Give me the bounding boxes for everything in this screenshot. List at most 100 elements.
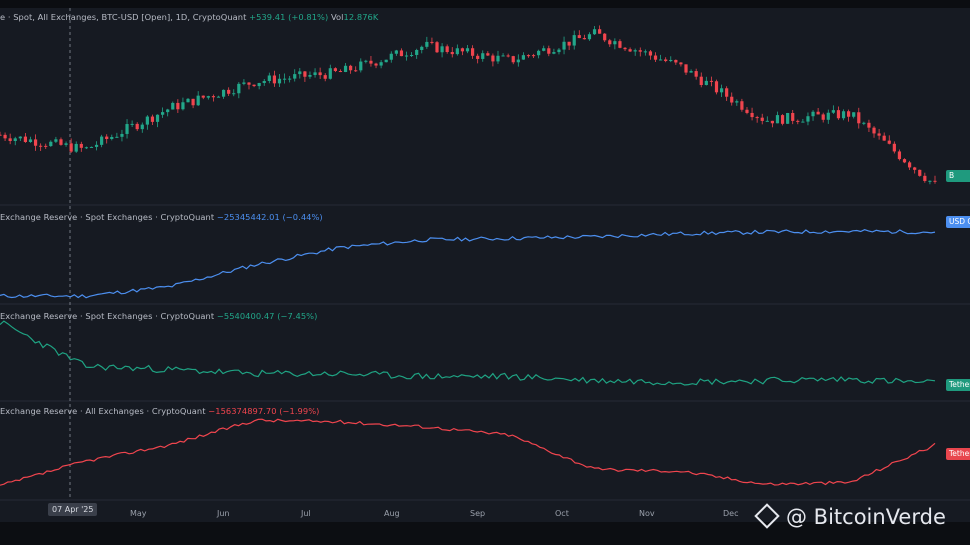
btc-candle-body	[430, 41, 434, 43]
btc-candle-body	[902, 159, 907, 163]
btc-candle-body	[821, 114, 825, 120]
btc-candle-body	[191, 98, 195, 106]
btc-candle-body	[59, 139, 63, 145]
btc-candle-body	[435, 42, 439, 53]
btc-candle-body	[308, 74, 312, 77]
btc-candle-body	[791, 112, 795, 121]
usdc-pane-title: Exchange Reserve · Spot Exchanges · Cryp…	[0, 212, 215, 222]
btc-candle-body	[318, 72, 322, 76]
btc-candle-body	[806, 116, 810, 122]
btc-candle-body	[257, 82, 261, 87]
btc-candle-body	[740, 101, 744, 110]
btc-candle-body	[786, 112, 790, 124]
btc-candle-body	[801, 121, 805, 123]
btc-candle-body	[54, 139, 58, 142]
btc-candle-body	[658, 59, 663, 61]
btc-candle-body	[23, 136, 28, 142]
btc-candle-body	[882, 135, 886, 141]
btc-candle-body	[918, 169, 922, 176]
btc-candle-body	[537, 50, 541, 56]
btc-candle-body	[237, 83, 241, 94]
btc-candle-body	[892, 143, 896, 152]
btc-candle-body	[354, 70, 358, 72]
btc-candle-body	[887, 140, 891, 144]
btc-candle-body	[841, 111, 846, 119]
btc-candle-body	[389, 53, 393, 60]
btc-candle-body	[521, 55, 525, 60]
btc-candle-body	[338, 71, 343, 73]
btc-candle-body	[293, 74, 297, 79]
btc-candle-body	[28, 139, 33, 142]
btc-vol-label: Vol	[330, 12, 344, 22]
btc-candle-body	[755, 117, 759, 119]
usdc-pane-header: Exchange Reserve · Spot Exchanges · Cryp…	[0, 212, 323, 222]
btc-candle-body	[8, 138, 12, 142]
btc-candle-body	[221, 89, 226, 97]
btc-candle-body	[587, 34, 592, 40]
btc-candle-body	[343, 65, 348, 72]
btc-candle-body	[598, 29, 602, 34]
btc-candle-body	[867, 122, 871, 128]
btc-candle-body	[643, 51, 647, 53]
x-tick-may: May	[130, 509, 147, 518]
btc-candle-body	[298, 71, 302, 75]
btc-candle-body	[877, 133, 881, 136]
btc-candle-body	[552, 52, 556, 54]
btc-candle-body	[847, 111, 851, 117]
btc-candle-body	[211, 96, 216, 98]
usdc-reserve-line	[0, 229, 936, 299]
btc-candle-body	[364, 60, 368, 62]
btc-candle-body	[928, 180, 932, 182]
btc-candle-body	[486, 53, 490, 56]
crosshair-date-label: 07 Apr '25	[48, 503, 98, 516]
btc-candle-body	[74, 143, 78, 152]
btc-candle-body	[415, 50, 419, 55]
btc-candle-body	[679, 62, 683, 65]
btc-candle-body	[115, 136, 119, 138]
btc-candle-body	[130, 123, 134, 125]
bottom-strip	[0, 522, 970, 545]
btc-candle-body	[227, 89, 231, 94]
btc-candle-body	[913, 167, 917, 170]
btc-candle-body	[84, 147, 88, 149]
btc-candle-body	[150, 116, 155, 122]
btc-candle-body	[775, 115, 780, 124]
btc-candle-body	[100, 136, 104, 145]
btc-candle-body	[404, 55, 409, 57]
x-tick-nov: Nov	[639, 509, 655, 518]
btc-candle-body	[450, 51, 454, 55]
btc-candle-body	[3, 134, 7, 139]
btc-candle-body	[694, 71, 698, 77]
btc-candle-body	[79, 143, 83, 148]
usdt-all-reserve-line	[0, 418, 936, 486]
usdt-spot-price-tag: Tether	[946, 379, 970, 391]
btc-candle-body	[699, 76, 703, 86]
btc-candle-body	[455, 48, 459, 55]
btc-candle-body	[719, 88, 724, 93]
btc-candle-body	[374, 63, 378, 66]
btc-candle-body	[582, 38, 586, 40]
btc-candle-body	[745, 109, 749, 113]
btc-candle-body	[714, 81, 719, 93]
btc-candle-body	[664, 59, 668, 62]
usdc-value: −25345442.01 (−0.44%)	[216, 212, 323, 222]
btc-candle-body	[328, 68, 332, 79]
btc-candle-body	[135, 123, 139, 130]
btc-candle-body	[633, 50, 637, 52]
btc-candle-body	[613, 41, 617, 45]
btc-candle-body	[770, 120, 774, 124]
btc-candle-body	[176, 102, 180, 110]
btc-candle-body	[181, 102, 185, 110]
btc-candle-body	[592, 29, 597, 35]
btc-candle-body	[577, 35, 581, 39]
btc-candle-body	[206, 96, 210, 98]
btc-candle-body	[201, 95, 205, 98]
btc-candle-body	[349, 65, 353, 71]
btc-candle-body	[562, 41, 566, 50]
btc-candle-body	[780, 115, 785, 124]
x-tick-sep: Sep	[470, 509, 486, 518]
x-tick-jul: Jul	[301, 509, 311, 518]
btc-candle-body	[277, 78, 282, 84]
